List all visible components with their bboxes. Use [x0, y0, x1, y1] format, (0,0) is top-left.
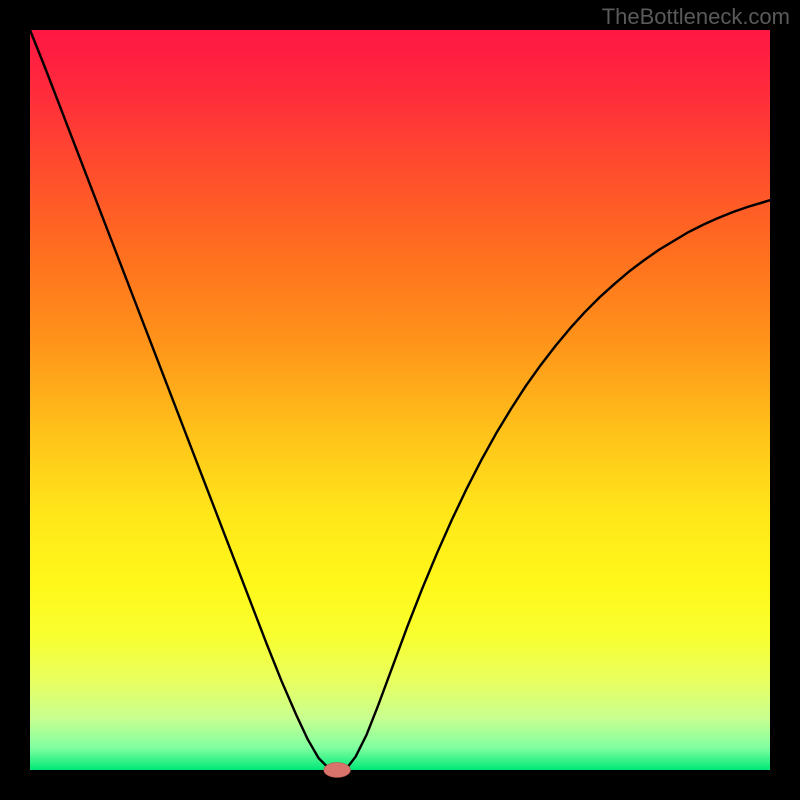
plot-background — [30, 30, 770, 770]
bottleneck-curve-chart — [0, 0, 800, 800]
chart-container: TheBottleneck.com — [0, 0, 800, 800]
watermark-text: TheBottleneck.com — [602, 4, 790, 30]
optimal-marker — [324, 763, 351, 778]
